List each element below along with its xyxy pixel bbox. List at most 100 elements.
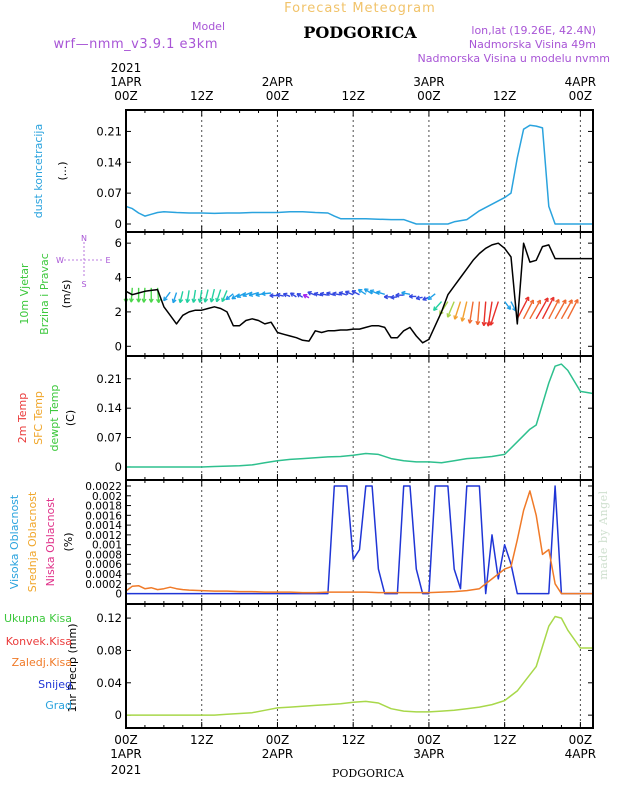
wind-arrow <box>172 292 178 303</box>
wind-arrow <box>338 291 348 296</box>
wind-arrowhead <box>276 292 281 298</box>
wind-arrowhead <box>289 292 295 297</box>
wind-arrowhead <box>209 298 215 303</box>
y-tick-label: 0.0006 <box>85 559 122 571</box>
series-line <box>126 615 593 716</box>
wind-arrow <box>215 289 222 303</box>
y-tick-label: 0 <box>115 339 122 353</box>
y-axis-label: (...) <box>56 161 69 180</box>
y-axis-label: (m/s) <box>60 280 73 309</box>
series-line <box>125 124 593 225</box>
wind-arrow <box>163 291 171 302</box>
wind-arrow <box>248 291 259 297</box>
y-tick-label: 0.07 <box>96 186 122 200</box>
wind-arrow <box>186 290 190 303</box>
wind-arrowhead <box>351 290 357 295</box>
series-line <box>126 363 594 468</box>
top-hour-label: 00Z <box>114 89 138 103</box>
y-axis-label: Brzina i Pravac <box>38 253 51 335</box>
wind-arrowhead <box>427 295 433 301</box>
wind-arrow <box>560 299 573 320</box>
y-axis-label: Srednja Oblacnost <box>26 491 39 592</box>
bottom-hour-label: 00Z <box>569 733 593 747</box>
wind-arrowhead <box>282 292 288 298</box>
y-tick-label: 0.0002 <box>85 579 122 591</box>
wind-arrowhead <box>363 288 369 293</box>
year-bottom: 2021 <box>111 763 142 777</box>
wind-arrow <box>225 293 234 301</box>
wind-arrow <box>529 299 541 320</box>
y-tick-label: 0.08 <box>96 643 122 657</box>
y-axis-label: Niska Oblacnost <box>44 497 57 586</box>
wind-arrowhead <box>568 299 573 304</box>
y-tick-label: 0 <box>115 589 122 601</box>
y-axis-label: dewpt Temp <box>48 385 61 452</box>
wind-arrowhead <box>155 298 161 304</box>
wind-arrowhead <box>544 297 549 302</box>
top-hour-label: 00Z <box>266 89 290 103</box>
y-axis-label: (C) <box>64 410 77 426</box>
wind-arrow <box>510 301 517 312</box>
wind-arrowhead <box>555 298 560 304</box>
series-line <box>125 490 593 595</box>
wind-arrow <box>143 287 146 303</box>
top-date-label: 2APR <box>262 75 293 89</box>
wind-arrowhead <box>171 298 177 304</box>
top-hour-label: 12Z <box>341 89 365 103</box>
wind-arrow <box>364 288 373 295</box>
panel-wind: 0 2 4 6 10m Vjetar Brzina i Pravac (m/s) N S W E <box>18 231 594 357</box>
chart-title: Forecast Meteogram <box>284 1 436 16</box>
wind-arrowhead <box>136 298 142 303</box>
y-tick-label: 0.21 <box>96 124 122 138</box>
wind-arrowhead <box>338 291 344 296</box>
y-tick-label: 2 <box>115 305 122 319</box>
y-tick-label: 0 <box>115 460 122 474</box>
wind-arrowhead <box>242 292 247 298</box>
y-tick-label: 0.0022 <box>85 481 122 493</box>
y-tick-label: 0.12 <box>96 611 122 625</box>
legend-label: Konvek.Kisa <box>6 635 72 648</box>
wind-arrowhead <box>574 298 579 304</box>
wind-arrowhead <box>383 294 389 300</box>
wind-arrowhead <box>390 294 395 300</box>
wind-arrowhead <box>369 289 375 294</box>
compass-south: S <box>81 280 86 289</box>
wind-arrowhead <box>433 306 438 311</box>
y-tick-label: 0.002 <box>92 491 122 503</box>
y-tick-label: 6 <box>115 236 122 250</box>
panel-frame <box>125 603 594 729</box>
y-tick-label: 0 <box>115 708 122 722</box>
wind-arrow <box>487 301 493 327</box>
wind-arrow <box>427 293 436 301</box>
wind-arrowhead <box>357 288 363 294</box>
bottom-date-label: 2APR <box>262 747 293 761</box>
wind-arrow <box>199 289 203 303</box>
top-hour-label: 00Z <box>417 89 441 103</box>
wind-arrowhead <box>203 298 209 303</box>
wind-arrow <box>433 301 443 311</box>
wind-arrowhead <box>261 291 266 297</box>
wind-arrowhead <box>344 290 350 296</box>
series-line <box>126 485 593 595</box>
wind-arrowhead <box>221 297 226 303</box>
wind-arrowhead <box>191 298 197 303</box>
top-date-label: 4APR <box>565 75 596 89</box>
wind-arrowhead <box>401 290 406 296</box>
coords-label: lon,lat (19.26E, 42.4N) <box>471 24 596 37</box>
wind-arrow <box>210 288 216 303</box>
panel-frame <box>125 355 594 481</box>
y-tick-label: 0.14 <box>96 401 122 415</box>
wind-arrow <box>351 290 360 296</box>
wind-arrowhead <box>422 296 427 301</box>
wind-arrowhead <box>453 315 459 320</box>
wind-arrow <box>548 299 560 320</box>
wind-arrow <box>261 292 272 295</box>
elevation-label: Nadmorska Visina 49m <box>469 38 596 51</box>
wind-arrowhead <box>225 295 231 301</box>
top-date-label: 1APR <box>110 75 141 89</box>
y-tick-label: 0.14 <box>96 155 122 169</box>
wind-arrowhead <box>475 320 481 326</box>
wind-arrowhead <box>332 291 337 297</box>
